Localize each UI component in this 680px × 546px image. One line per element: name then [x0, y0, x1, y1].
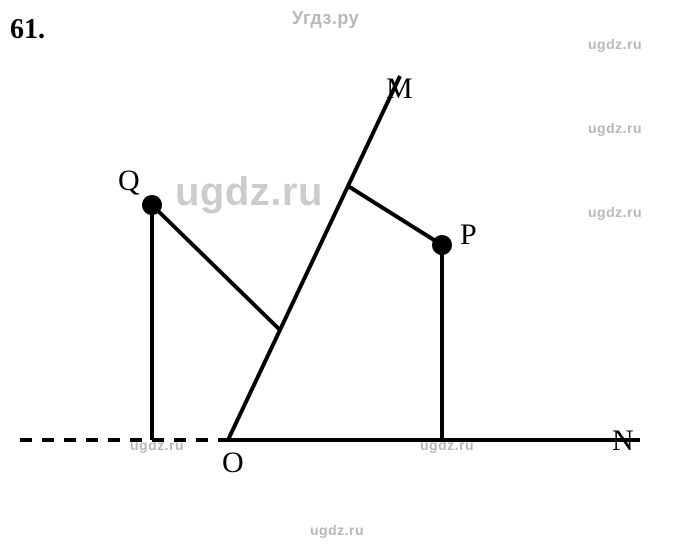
label-P: P — [460, 218, 477, 252]
label-O: O — [222, 446, 244, 480]
geometry-diagram — [0, 0, 680, 546]
label-Q: Q — [118, 164, 140, 198]
label-M: M — [386, 72, 413, 106]
label-N: N — [612, 424, 634, 458]
